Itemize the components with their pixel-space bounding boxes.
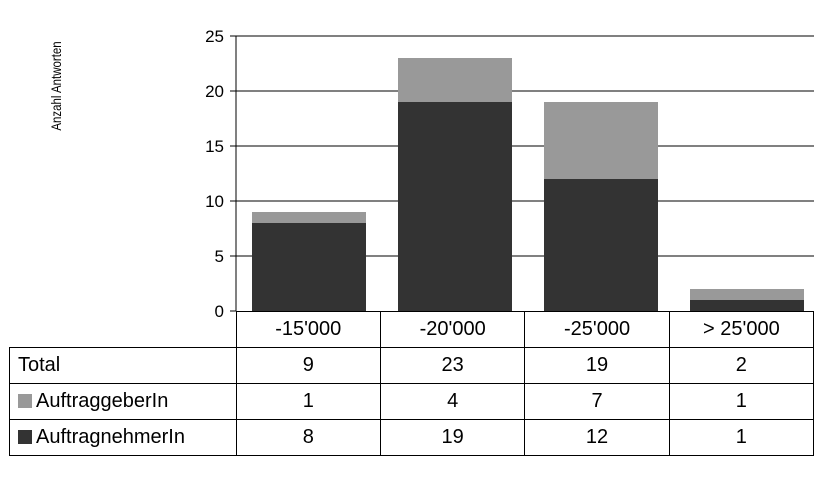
category-header: > 25'000 [668, 311, 814, 348]
y-tick-label: 25 [205, 27, 224, 46]
bar-segment-auftragnehmerin [398, 102, 512, 311]
total-row: Total 9 23 19 2 [9, 347, 814, 384]
y-tick-label: 5 [215, 247, 224, 266]
category-header: -20'000 [379, 311, 526, 348]
value-cell: 1 [668, 419, 814, 456]
value-cell: 1 [668, 383, 814, 420]
bar-segment-auftraggeberin [398, 58, 512, 102]
value-cell: 19 [379, 419, 526, 456]
value-cell: 1 [235, 383, 381, 420]
series-row-header: AuftraggeberIn [9, 383, 237, 420]
bar-segment-auftragnehmerin [690, 300, 804, 311]
bar-segment-auftraggeberin [252, 212, 366, 223]
bar-segment-auftragnehmerin [544, 179, 658, 311]
category-header: -15'000 [235, 311, 381, 348]
y-tick-label: 15 [205, 137, 224, 156]
value-cell: 4 [379, 383, 526, 420]
stacked-bar-chart: 0 5 10 15 20 25 [205, 27, 814, 320]
series-row-auftraggeberin: AuftraggeberIn 1 4 7 1 [9, 383, 814, 420]
legend-swatch [18, 430, 32, 444]
series-name: AuftraggeberIn [36, 390, 169, 412]
bar-segment-auftragnehmerin [252, 223, 366, 311]
legend-swatch [18, 394, 32, 408]
series-name: AuftragnehmerIn [36, 426, 185, 448]
value-cell: 8 [235, 419, 381, 456]
category-header: -25'000 [524, 311, 670, 348]
y-tick-label: 0 [215, 302, 224, 320]
total-cell: 19 [524, 347, 670, 384]
series-row-header: AuftragnehmerIn [9, 419, 237, 456]
bar-segment-auftraggeberin [544, 102, 658, 179]
value-cell: 7 [524, 383, 670, 420]
series-row-auftragnehmerin: AuftragnehmerIn 8 19 12 1 [9, 419, 814, 456]
data-table: -15'000 -20'000 -25'000 > 25'000 Total 9… [9, 311, 814, 456]
y-tick-label: 20 [205, 82, 224, 101]
category-header-row: -15'000 -20'000 -25'000 > 25'000 [9, 311, 814, 348]
y-tick-label: 10 [205, 192, 224, 211]
table-corner [9, 311, 237, 348]
total-cell: 23 [379, 347, 526, 384]
total-cell: 2 [668, 347, 814, 384]
total-row-label: Total [9, 347, 237, 384]
bar-segment-auftraggeberin [690, 289, 804, 300]
value-cell: 12 [524, 419, 670, 456]
total-cell: 9 [235, 347, 381, 384]
